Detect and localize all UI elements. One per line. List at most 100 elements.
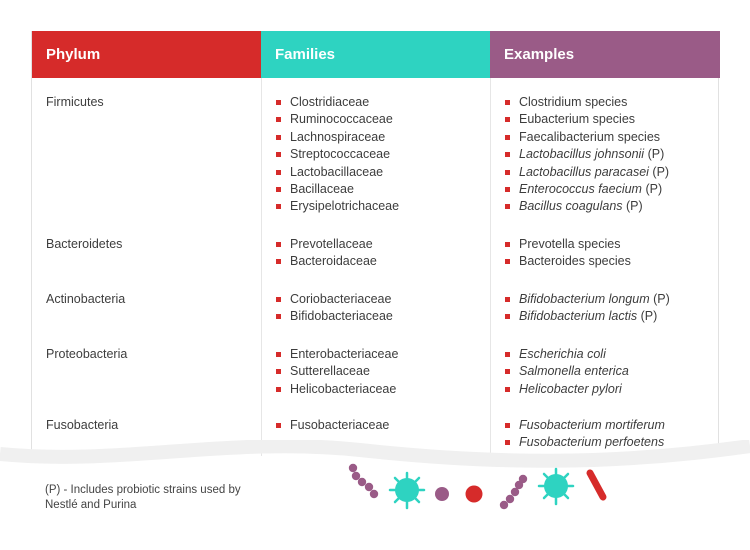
purple-chain-bacterium-icon — [499, 474, 528, 510]
families-list: Clostridiaceae Ruminococcaceae Lachnospira… — [276, 94, 399, 216]
phylum-name: Fusobacteria — [46, 418, 119, 432]
species-name: Lactobacillus paracasei — [519, 164, 649, 179]
bullet-icon — [505, 100, 510, 105]
family-name: Enterobacteriaceae — [290, 347, 399, 361]
family-item: Bacteroidaceae — [276, 253, 377, 270]
bacteria-table: Phylum Families Examples Firmicutes Clost… — [31, 31, 720, 456]
bullet-icon — [505, 117, 510, 123]
example-item: Eubacterium species — [505, 111, 669, 128]
bullet-icon — [505, 152, 510, 158]
species-name: Helicobacter pylori — [519, 381, 622, 396]
species-name: Prevotella species — [519, 237, 621, 251]
table-header: Phylum Families Examples — [32, 31, 720, 78]
footnote: (P) - Includes probiotic strains used by… — [45, 484, 241, 511]
bullet-icon — [505, 169, 510, 175]
families-list: Fusobacteriaceae — [276, 417, 389, 434]
example-item: Bacillus coagulans (P) — [505, 198, 669, 215]
bullet-icon — [505, 423, 510, 428]
bullet-icon — [505, 314, 510, 320]
example-item: Faecalibacterium species — [505, 129, 669, 146]
family-item: Ruminococcaceae — [276, 111, 399, 128]
family-item: Erysipelotrichaceae — [276, 198, 399, 215]
family-name: Ruminococcaceae — [290, 112, 393, 127]
family-name: Sutterellaceae — [290, 364, 370, 379]
family-item: Lachnospiraceae — [276, 129, 399, 146]
purple-chain-bacterium-icon — [348, 463, 379, 499]
species-name: Fusobacterium mortiferum — [519, 418, 665, 432]
family-item: Bacillaceae — [276, 181, 399, 198]
family-name: Streptococcaceae — [290, 147, 391, 162]
species-name: Fusobacterium perfoetens — [519, 435, 665, 450]
bullet-icon — [276, 187, 281, 193]
example-item: Bacteroides species — [505, 253, 631, 270]
family-name: Coriobacteriaceae — [290, 292, 392, 306]
family-name: Bacteroidaceae — [290, 254, 377, 269]
bullet-icon — [505, 352, 510, 357]
family-name: Fusobacteriaceae — [290, 418, 390, 432]
example-item: Fusobacterium mortiferum — [505, 417, 665, 434]
bullet-icon — [276, 369, 281, 375]
example-item: Fusobacterium perfoetens — [505, 434, 665, 451]
example-item: Prevotella species — [505, 236, 631, 253]
header-families: Families — [261, 31, 490, 78]
probiotic-marker: (P) — [641, 182, 663, 197]
family-item: Prevotellaceae — [276, 236, 377, 253]
species-name: Bacillus coagulans — [519, 199, 623, 214]
family-name: Helicobacteriaceae — [290, 381, 397, 396]
probiotic-marker: (P) — [649, 292, 670, 306]
family-name: Bifidobacteriaceae — [290, 309, 393, 324]
bullet-icon — [276, 386, 281, 392]
bullet-icon — [505, 134, 510, 140]
species-name: Faecalibacterium species — [519, 129, 661, 144]
family-name: Bacillaceae — [290, 182, 354, 197]
examples-list: Escherichia coli Salmonella enterica Helic… — [505, 346, 629, 398]
family-item: Lactobacillaceae — [276, 164, 399, 181]
family-item: Clostridiaceae — [276, 94, 399, 111]
examples-list: Prevotella species Bacteroides species — [505, 236, 631, 271]
species-name: Salmonella enterica — [519, 364, 629, 379]
example-item: Clostridium species — [505, 94, 669, 111]
family-name: Erysipelotrichaceae — [290, 199, 400, 214]
phylum-name: Bacteroidetes — [46, 237, 123, 251]
phylum-name: Proteobacteria — [46, 347, 128, 361]
family-item: Helicobacteriaceae — [276, 381, 398, 398]
example-item: Helicobacter pylori — [505, 381, 629, 398]
bullet-icon — [505, 297, 510, 302]
bullet-icon — [276, 423, 281, 428]
bullet-icon — [276, 204, 281, 210]
family-name: Lachnospiraceae — [290, 129, 386, 144]
family-item: Bifidobacteriaceae — [276, 308, 393, 325]
family-name: Clostridiaceae — [290, 95, 370, 109]
bullet-icon — [276, 242, 281, 247]
bullet-icon — [276, 259, 281, 265]
column-divider — [261, 78, 262, 456]
purple-dot-icon — [435, 487, 449, 501]
families-list: Prevotellaceae Bacteroidaceae — [276, 236, 377, 271]
probiotic-marker: (P) — [622, 199, 643, 214]
wavy-divider — [0, 440, 750, 468]
family-name: Lactobacillaceae — [290, 164, 384, 179]
column-divider — [490, 78, 491, 456]
family-item: Sutterellaceae — [276, 363, 398, 380]
family-item: Streptococcaceae — [276, 146, 399, 163]
probiotic-marker: (P) — [644, 147, 665, 162]
examples-list: Bifidobacterium longum (P) Bifidobacteriu… — [505, 291, 670, 326]
bullet-icon — [505, 204, 510, 210]
bullet-icon — [276, 314, 281, 320]
family-item: Fusobacteriaceae — [276, 417, 389, 434]
family-item: Coriobacteriaceae — [276, 291, 393, 308]
header-examples: Examples — [490, 31, 720, 78]
example-item: Bifidobacterium longum (P) — [505, 291, 670, 308]
probiotic-marker: (P) — [637, 309, 658, 324]
bullet-icon — [276, 100, 281, 105]
examples-list: Clostridium species Eubacterium species Fa… — [505, 94, 669, 216]
family-item: Enterobacteriaceae — [276, 346, 398, 363]
bullet-icon — [505, 386, 510, 392]
bullet-icon — [276, 352, 281, 357]
example-item: Bifidobacterium lactis (P) — [505, 308, 670, 325]
species-name: Clostridium species — [519, 95, 628, 109]
bullet-icon — [276, 152, 281, 158]
teal-spiky-virus-icon — [388, 471, 426, 510]
example-item: Salmonella enterica — [505, 363, 629, 380]
